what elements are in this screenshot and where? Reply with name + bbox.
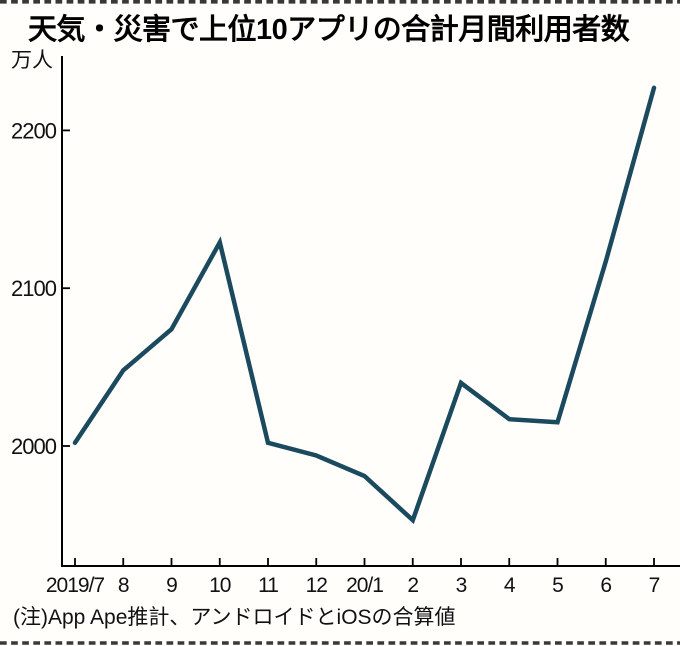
y-tick-label: 2200 — [11, 118, 57, 143]
chart-title: 天気・災害で上位10アプリの合計月間利用者数 — [28, 14, 630, 46]
x-tick-label: 7 — [649, 574, 660, 597]
x-tick-label: 3 — [456, 574, 467, 597]
y-axis-unit-label: 万人 — [11, 49, 53, 72]
x-axis-ticks — [74, 558, 655, 566]
axes — [61, 56, 680, 567]
x-tick-label: 8 — [118, 574, 129, 597]
x-tick-label: 20/1 — [346, 574, 383, 597]
y-tick-label: 2000 — [11, 434, 57, 459]
x-tick-label: 6 — [600, 574, 611, 597]
x-tick-label: 4 — [504, 574, 516, 597]
x-tick-label: 10 — [209, 574, 231, 597]
x-tick-label: 12 — [306, 574, 328, 597]
y-tick-label: 2100 — [11, 276, 57, 301]
y-axis-tick-labels: 2200 2100 2000 — [11, 118, 58, 459]
x-tick-label: 5 — [552, 574, 563, 597]
y-axis-ticks — [62, 129, 70, 447]
x-tick-label: 9 — [166, 574, 177, 597]
x-tick-label: 2019/7 — [46, 574, 105, 597]
x-tick-label: 11 — [258, 574, 278, 597]
source-note: (注)App Ape推計、アンドロイドとiOSの合算値 — [13, 606, 456, 629]
x-tick-label: 2 — [407, 574, 418, 597]
data-line-series — [72, 85, 657, 525]
x-axis-tick-labels: 2019/7 8 9 10 11 12 20/1 2 3 4 5 6 7 — [46, 574, 661, 597]
